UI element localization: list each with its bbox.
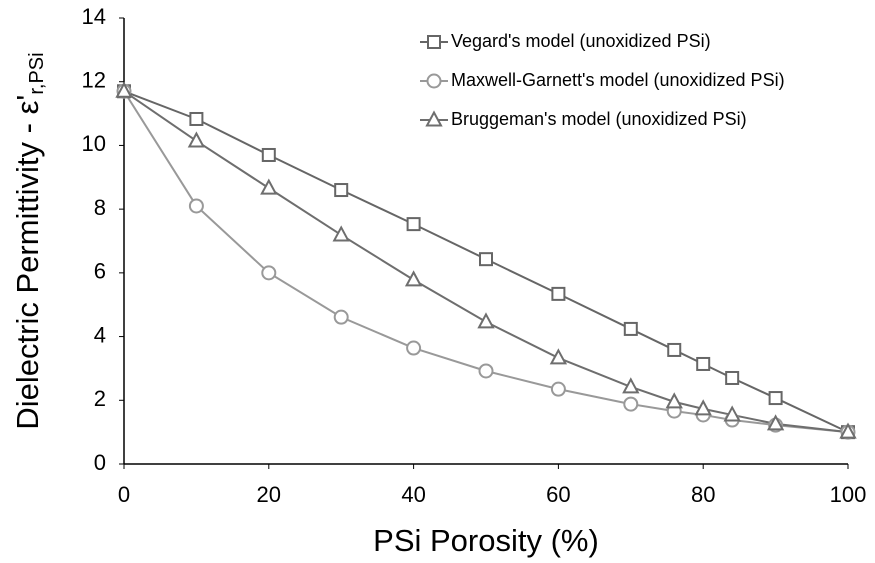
marker bbox=[261, 147, 276, 162]
marker bbox=[696, 356, 711, 371]
marker bbox=[406, 340, 422, 356]
marker bbox=[115, 81, 133, 98]
x-tick-label: 0 bbox=[118, 482, 130, 507]
marker bbox=[406, 217, 421, 232]
marker bbox=[725, 370, 740, 385]
marker bbox=[333, 309, 349, 325]
marker bbox=[261, 265, 277, 281]
y-tick-label: 0 bbox=[94, 450, 106, 475]
marker bbox=[766, 414, 785, 431]
y-tick-label: 8 bbox=[94, 195, 106, 220]
y-axis-label-main: Dielectric Permittivity - ε' bbox=[10, 95, 45, 430]
x-tick-label: 80 bbox=[691, 482, 715, 507]
marker bbox=[479, 252, 493, 267]
legend-marker bbox=[426, 73, 442, 89]
legend-label: Maxwell-Garnett's model (unoxidized PSi) bbox=[451, 70, 785, 90]
marker bbox=[665, 392, 683, 409]
y-tick-label: 2 bbox=[94, 386, 106, 411]
marker bbox=[404, 270, 423, 287]
x-tick-label: 20 bbox=[257, 482, 281, 507]
marker bbox=[694, 399, 712, 416]
marker bbox=[667, 342, 682, 357]
marker bbox=[551, 286, 566, 301]
marker bbox=[622, 377, 640, 394]
marker bbox=[768, 391, 783, 406]
marker bbox=[623, 396, 639, 412]
marker bbox=[187, 131, 206, 148]
marker bbox=[477, 312, 495, 329]
marker bbox=[839, 422, 857, 439]
marker bbox=[260, 178, 278, 195]
legend-marker bbox=[425, 110, 443, 127]
marker bbox=[189, 111, 204, 126]
x-tick-label: 60 bbox=[546, 482, 570, 507]
y-tick-label: 10 bbox=[82, 131, 106, 156]
y-axis-label: Dielectric Permittivity - ε'r,PSi bbox=[10, 52, 48, 429]
marker bbox=[623, 321, 638, 336]
y-tick-label: 12 bbox=[82, 68, 106, 93]
y-tick-label: 6 bbox=[94, 259, 106, 284]
x-tick-label: 40 bbox=[401, 482, 425, 507]
legend-label: Bruggeman's model (unoxidized PSi) bbox=[451, 109, 747, 129]
marker bbox=[188, 198, 204, 214]
legend-label: Vegard's model (unoxidized PSi) bbox=[451, 31, 711, 51]
marker bbox=[723, 405, 741, 422]
marker bbox=[478, 363, 494, 379]
y-tick-label: 14 bbox=[82, 4, 106, 29]
y-tick-label: 4 bbox=[94, 322, 106, 347]
x-axis-label: PSi Porosity (%) bbox=[373, 523, 599, 558]
marker bbox=[332, 225, 350, 242]
marker bbox=[549, 348, 568, 365]
marker bbox=[550, 381, 566, 397]
marker bbox=[334, 183, 349, 198]
x-tick-label: 100 bbox=[830, 482, 867, 507]
legend-marker bbox=[427, 35, 441, 49]
y-axis-label-sub: r,PSi bbox=[26, 52, 48, 94]
